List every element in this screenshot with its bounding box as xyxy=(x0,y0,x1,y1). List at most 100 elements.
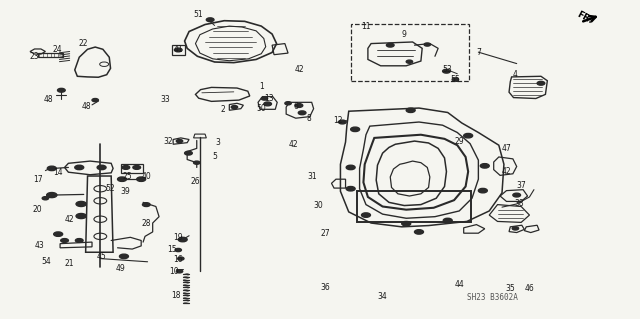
Circle shape xyxy=(122,166,130,169)
Text: 15: 15 xyxy=(167,245,177,254)
Circle shape xyxy=(58,88,65,92)
Circle shape xyxy=(346,187,355,191)
Text: 14: 14 xyxy=(53,168,63,177)
Text: 30: 30 xyxy=(314,201,324,210)
Circle shape xyxy=(193,161,200,164)
Bar xyxy=(121,164,143,173)
Circle shape xyxy=(184,151,192,155)
Circle shape xyxy=(261,97,268,100)
Circle shape xyxy=(537,81,545,85)
Text: 42: 42 xyxy=(289,140,298,149)
Text: 47: 47 xyxy=(502,144,511,153)
Text: 6: 6 xyxy=(293,102,298,111)
Text: 3: 3 xyxy=(216,137,220,146)
Text: 19: 19 xyxy=(173,233,183,242)
Circle shape xyxy=(478,189,487,193)
Circle shape xyxy=(174,48,182,52)
Text: 2: 2 xyxy=(221,105,225,114)
Circle shape xyxy=(47,193,57,197)
Text: 9: 9 xyxy=(402,31,407,40)
Text: 53: 53 xyxy=(443,65,452,74)
Text: 41: 41 xyxy=(173,45,183,55)
Text: 8: 8 xyxy=(306,114,311,123)
Circle shape xyxy=(133,166,141,169)
Text: 52: 52 xyxy=(106,184,115,193)
Circle shape xyxy=(415,230,424,234)
Text: 22: 22 xyxy=(79,39,88,48)
Text: 42: 42 xyxy=(65,215,74,224)
Text: SH23 B3602A: SH23 B3602A xyxy=(467,293,518,302)
Text: 39: 39 xyxy=(120,187,130,197)
Circle shape xyxy=(61,239,68,242)
Text: 54: 54 xyxy=(42,257,52,266)
Text: 26: 26 xyxy=(191,177,200,186)
Text: 29: 29 xyxy=(454,137,464,145)
Circle shape xyxy=(387,43,394,47)
Circle shape xyxy=(97,165,106,170)
Circle shape xyxy=(444,218,452,223)
Circle shape xyxy=(424,43,431,46)
Text: 4: 4 xyxy=(513,70,517,79)
Circle shape xyxy=(464,133,472,138)
Text: 7: 7 xyxy=(476,48,481,57)
Text: 24: 24 xyxy=(52,45,61,55)
Text: 48: 48 xyxy=(82,102,92,111)
Circle shape xyxy=(176,270,182,273)
Circle shape xyxy=(298,111,306,115)
Text: 32: 32 xyxy=(163,137,173,145)
Circle shape xyxy=(443,69,451,73)
Circle shape xyxy=(351,127,360,131)
Circle shape xyxy=(175,249,181,252)
Text: 13: 13 xyxy=(264,94,274,103)
Circle shape xyxy=(452,78,459,81)
Circle shape xyxy=(512,227,518,230)
Text: 37: 37 xyxy=(516,181,526,190)
Text: 50: 50 xyxy=(257,104,266,113)
Text: 10: 10 xyxy=(170,267,179,276)
Circle shape xyxy=(264,102,271,106)
Text: 42: 42 xyxy=(295,65,305,74)
Circle shape xyxy=(137,177,146,182)
Circle shape xyxy=(362,213,371,217)
Circle shape xyxy=(76,201,86,206)
Text: 1: 1 xyxy=(259,82,264,91)
Circle shape xyxy=(402,221,411,226)
Circle shape xyxy=(76,213,86,219)
Text: 36: 36 xyxy=(320,283,330,292)
Text: FR.: FR. xyxy=(575,10,594,26)
Text: 45: 45 xyxy=(97,252,106,261)
Circle shape xyxy=(54,232,63,236)
Circle shape xyxy=(406,108,415,113)
Circle shape xyxy=(480,164,489,168)
Text: 34: 34 xyxy=(378,292,387,301)
Text: 33: 33 xyxy=(161,95,170,104)
Text: 11: 11 xyxy=(361,22,371,31)
Circle shape xyxy=(120,254,129,259)
Text: 20: 20 xyxy=(33,205,42,214)
Circle shape xyxy=(178,237,187,242)
Text: 38: 38 xyxy=(515,199,524,208)
Text: 16: 16 xyxy=(173,255,183,264)
Text: 18: 18 xyxy=(172,291,181,300)
Circle shape xyxy=(75,165,84,170)
Text: 5: 5 xyxy=(212,152,217,161)
Text: 51: 51 xyxy=(194,11,204,19)
Circle shape xyxy=(92,99,99,102)
Text: 27: 27 xyxy=(320,229,330,238)
Circle shape xyxy=(406,60,413,63)
Text: 12: 12 xyxy=(333,116,342,125)
Text: 43: 43 xyxy=(34,241,44,250)
Circle shape xyxy=(42,197,49,200)
Circle shape xyxy=(47,166,56,171)
Circle shape xyxy=(513,193,520,197)
Circle shape xyxy=(346,165,355,170)
Text: 17: 17 xyxy=(33,175,42,184)
Text: 23: 23 xyxy=(29,52,38,61)
Circle shape xyxy=(285,102,291,105)
Text: 46: 46 xyxy=(525,284,534,293)
Text: 21: 21 xyxy=(65,259,74,268)
Text: 48: 48 xyxy=(44,95,53,104)
Text: 28: 28 xyxy=(141,219,151,228)
Text: 42: 42 xyxy=(502,167,511,176)
Circle shape xyxy=(118,177,127,182)
